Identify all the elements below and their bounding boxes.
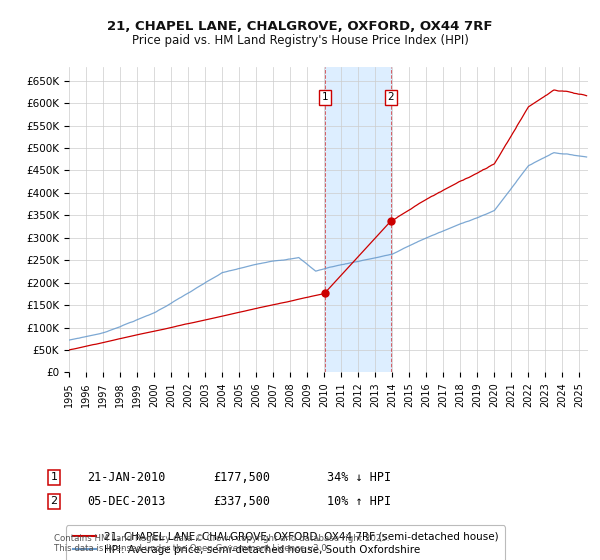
Text: £177,500: £177,500 [213, 470, 270, 484]
Text: 34% ↓ HPI: 34% ↓ HPI [327, 470, 391, 484]
Text: Contains HM Land Registry data © Crown copyright and database right 2025.
This d: Contains HM Land Registry data © Crown c… [54, 534, 389, 553]
Bar [325, 67, 391, 372]
Text: 21, CHAPEL LANE, CHALGROVE, OXFORD, OX44 7RF: 21, CHAPEL LANE, CHALGROVE, OXFORD, OX44… [107, 20, 493, 32]
Text: 21-JAN-2010: 21-JAN-2010 [87, 470, 166, 484]
Text: £337,500: £337,500 [213, 494, 270, 508]
Text: 2: 2 [388, 92, 394, 102]
Text: Price paid vs. HM Land Registry's House Price Index (HPI): Price paid vs. HM Land Registry's House … [131, 34, 469, 46]
Text: 10% ↑ HPI: 10% ↑ HPI [327, 494, 391, 508]
Text: 2: 2 [50, 496, 58, 506]
Text: 1: 1 [50, 472, 58, 482]
Text: 1: 1 [322, 92, 328, 102]
Legend: 21, CHAPEL LANE, CHALGROVE, OXFORD, OX44 7RF (semi-detached house), HPI: Average: 21, CHAPEL LANE, CHALGROVE, OXFORD, OX44… [67, 525, 505, 560]
Text: 05-DEC-2013: 05-DEC-2013 [87, 494, 166, 508]
